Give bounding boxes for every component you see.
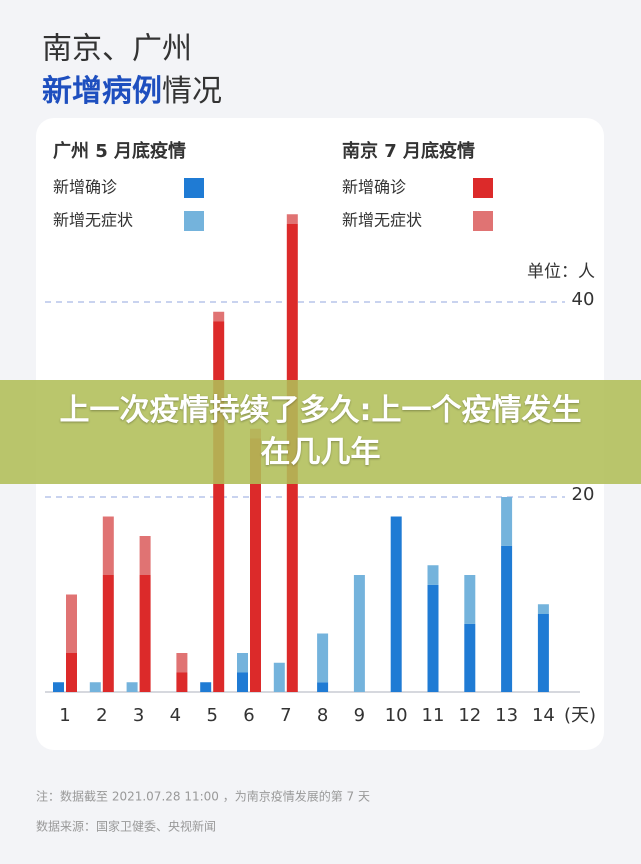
bar (176, 653, 188, 673)
bar (501, 545, 513, 692)
x-tick-label: 3 (133, 705, 144, 726)
legend-label: 新增确诊 (342, 178, 406, 197)
bar (237, 653, 248, 673)
bar (237, 672, 248, 692)
x-tick-label: 8 (317, 705, 328, 726)
legend-title: 广州 5 月底疫情 (53, 140, 186, 162)
bar (427, 584, 439, 692)
bar (464, 575, 476, 624)
bar (213, 321, 225, 692)
y-tick-label: 20 (572, 484, 595, 505)
subtitle-rest: 情况 (162, 74, 222, 109)
x-tick-label: 13 (495, 705, 518, 726)
source: 数据来源：国家卫健委、央视新闻 (36, 819, 216, 834)
bar (200, 682, 212, 692)
bar (213, 311, 225, 322)
legend-swatch (184, 211, 204, 231)
bar (139, 536, 151, 575)
bar (126, 682, 138, 692)
banner-text: 上一次疫情持续了多久:上一个疫情发生在几几年 (59, 393, 582, 470)
x-tick-label: 6 (243, 705, 254, 726)
x-tick-label: 5 (206, 705, 217, 726)
legend-swatch (184, 178, 204, 198)
legend-title: 南京 7 月底疫情 (342, 140, 475, 162)
bar (66, 594, 77, 653)
subtitle-highlight: 新增病例 (42, 74, 162, 109)
y-tick-label: 40 (572, 289, 595, 310)
x-tick-label: 4 (170, 705, 181, 726)
bar (390, 516, 402, 692)
bar (250, 438, 261, 692)
bar (464, 623, 476, 692)
bar (139, 575, 151, 692)
x-tick-label: 7 (280, 705, 291, 726)
legend-label: 新增无症状 (53, 211, 133, 230)
bar (317, 633, 329, 683)
chart-title: 南京、广州 (42, 32, 192, 67)
legend-swatch (473, 211, 493, 231)
bar (286, 214, 298, 224)
note: 注：数据截至 2021.07.28 11:00 ，为南京疫情发展的第 7 天 (36, 789, 370, 804)
bar (537, 604, 549, 614)
bar (317, 682, 329, 692)
banner: 上一次疫情持续了多久:上一个疫情发生在几几年 (0, 380, 641, 484)
bar (53, 682, 64, 692)
legend-label: 新增确诊 (53, 178, 117, 197)
bar (176, 672, 188, 692)
bar (427, 565, 439, 585)
x-tick-label: 11 (422, 705, 445, 726)
x-tick-label: 2 (96, 705, 107, 726)
chart-subtitle: 新增病例情况 (42, 74, 222, 109)
bar (273, 662, 285, 692)
bar (66, 653, 77, 692)
unit-label: 单位：人 (527, 262, 595, 282)
bar (501, 497, 513, 546)
x-tick-label: 9 (354, 705, 365, 726)
legend-label: 新增无症状 (342, 211, 422, 230)
bar (537, 614, 549, 692)
bar (102, 516, 114, 575)
x-tick-label: 12 (458, 705, 481, 726)
bar (353, 575, 365, 692)
x-tick-label: 10 (385, 705, 408, 726)
bar (89, 682, 101, 692)
x-unit: (天) (564, 705, 596, 726)
bar (102, 575, 114, 692)
x-tick-label: 1 (59, 705, 70, 726)
x-tick-label: 14 (532, 705, 555, 726)
legend-swatch (473, 178, 493, 198)
